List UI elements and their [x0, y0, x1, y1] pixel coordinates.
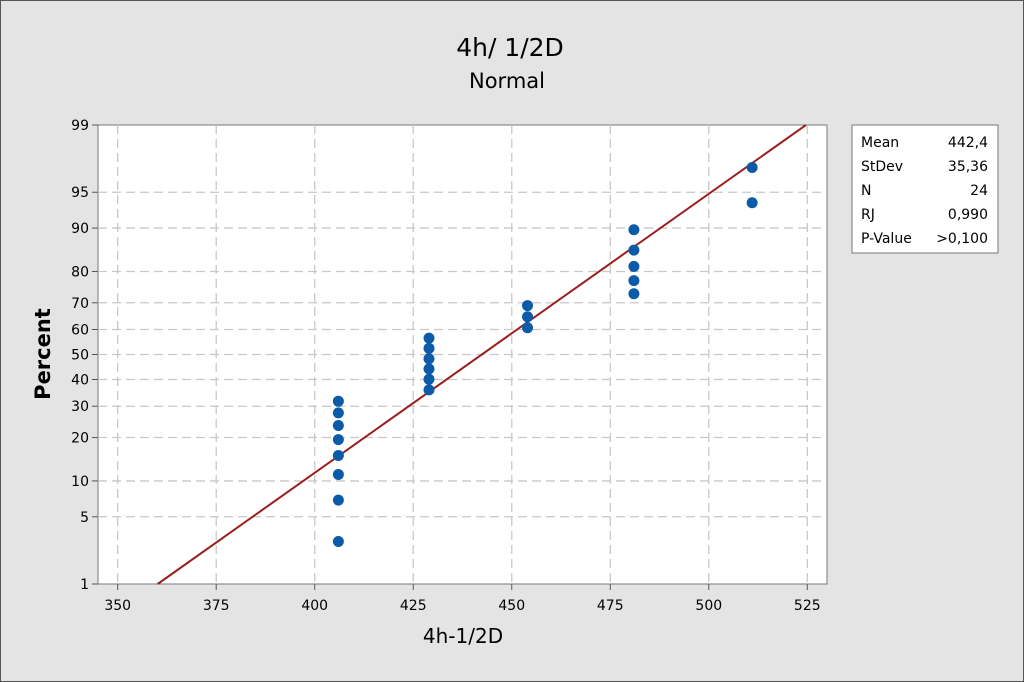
y-axis-label: Percent	[31, 308, 55, 400]
data-point	[423, 363, 435, 375]
x-tick-label: 350	[104, 598, 131, 614]
data-point	[332, 536, 344, 548]
data-point	[332, 494, 344, 506]
data-point	[522, 311, 534, 323]
y-tick-label: 99	[71, 118, 89, 134]
data-point	[628, 288, 640, 300]
x-tick-label: 525	[794, 598, 821, 614]
stat-value: 442,4	[948, 135, 988, 151]
y-tick-label: 80	[71, 264, 89, 280]
fit-line	[157, 124, 807, 585]
y-tick-label: 30	[71, 399, 89, 415]
data-point	[522, 322, 534, 334]
stats-box-frame	[851, 124, 999, 254]
chart-subtitle: Normal	[469, 69, 545, 93]
grid	[98, 125, 827, 584]
data-point	[332, 407, 344, 419]
data-point	[332, 449, 344, 461]
stats-rows: Mean 442,4 StDev 35,36 N 24 RJ 0,990 P-Value >0,1…	[861, 135, 988, 247]
data-point	[628, 224, 640, 236]
y-tick-label: 50	[71, 348, 89, 364]
y-tick-label: 70	[71, 296, 89, 312]
stat-label: Mean	[861, 135, 899, 151]
data-point	[423, 384, 435, 396]
data-point	[423, 353, 435, 365]
y-tick-label: 95	[71, 185, 89, 201]
data-point	[332, 468, 344, 480]
data-point	[522, 300, 534, 312]
data-point	[332, 434, 344, 446]
y-tick-label: 90	[71, 221, 89, 237]
y-tick-label: 60	[71, 323, 89, 339]
x-tick-label: 475	[597, 598, 624, 614]
y-tick-label: 20	[71, 431, 89, 447]
stat-label: P-Value	[861, 231, 912, 247]
chart-title: 4h/ 1/2D	[456, 33, 564, 62]
y-tick-label: 1	[80, 577, 89, 593]
data-point	[332, 419, 344, 431]
stat-label: StDev	[861, 159, 903, 175]
fit-line-group	[157, 124, 807, 585]
data-point	[423, 342, 435, 354]
stats-legend: Mean 442,4 StDev 35,36 N 24 RJ 0,990 P-Value >0,1…	[851, 124, 999, 254]
stat-value: 0,990	[948, 207, 988, 223]
x-tick-label: 375	[203, 598, 230, 614]
stat-label: N	[861, 183, 871, 199]
stat-value: 24	[970, 183, 988, 199]
y-tick-label: 5	[80, 510, 89, 526]
data-point	[423, 373, 435, 385]
x-tick-label: 450	[498, 598, 525, 614]
y-tick-label: 40	[71, 372, 89, 388]
x-tick-label: 425	[400, 598, 427, 614]
y-tick-label: 10	[71, 474, 89, 490]
data-points	[332, 161, 758, 548]
axis-ticks: 350 375 400 425 450 475 500 525 1 5 10 20 30 40 50 60 70…	[71, 118, 820, 614]
stat-value: 35,36	[948, 159, 988, 175]
data-point	[746, 161, 758, 173]
data-point	[628, 275, 640, 287]
x-tick-label: 400	[301, 598, 328, 614]
data-point	[628, 244, 640, 256]
stat-value: >0,100	[936, 231, 988, 247]
data-point	[628, 260, 640, 272]
data-point	[746, 197, 758, 209]
x-axis-label: 4h-1/2D	[423, 624, 503, 648]
data-point	[423, 332, 435, 344]
stat-label: RJ	[861, 207, 875, 223]
data-point	[332, 395, 344, 407]
x-tick-label: 500	[695, 598, 722, 614]
